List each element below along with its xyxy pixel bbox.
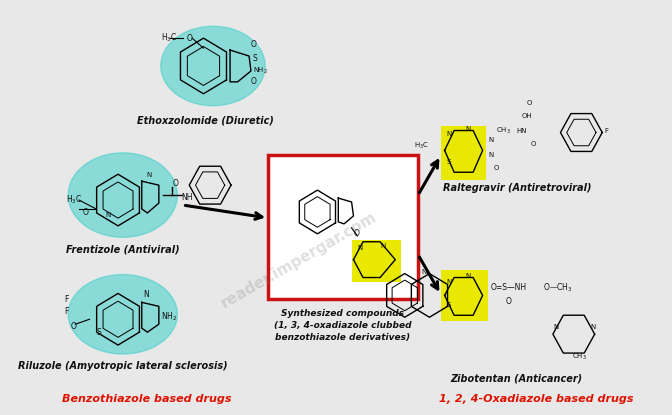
Text: O: O (172, 179, 178, 188)
Text: H$_3$C: H$_3$C (161, 32, 177, 44)
Text: Riluzole (Amyotropic lateral sclerosis): Riluzole (Amyotropic lateral sclerosis) (18, 361, 228, 371)
Text: Benzothiazole based drugs: Benzothiazole based drugs (62, 394, 231, 404)
Ellipse shape (278, 173, 372, 247)
Text: O: O (494, 165, 499, 171)
Text: Raltegravir (Antiretroviral): Raltegravir (Antiretroviral) (443, 183, 591, 193)
Text: N: N (553, 324, 558, 330)
Text: N: N (489, 137, 493, 144)
Text: N: N (358, 245, 362, 251)
Text: F: F (64, 307, 69, 316)
Text: O: O (531, 142, 536, 147)
Text: O: O (83, 208, 89, 217)
Text: OH: OH (521, 112, 532, 119)
Text: H$_3$C: H$_3$C (66, 194, 82, 206)
Text: Ethoxzolomide (Diuretic): Ethoxzolomide (Diuretic) (137, 116, 274, 126)
Text: benzothiazole derivatives): benzothiazole derivatives) (276, 333, 411, 342)
Text: N: N (466, 273, 471, 278)
Ellipse shape (68, 153, 177, 237)
Text: O—CH$_3$: O—CH$_3$ (544, 281, 573, 294)
Text: Synthesized compounds: Synthesized compounds (282, 309, 405, 318)
Text: N: N (422, 269, 427, 275)
Text: (1, 3, 4-oxadiazole clubbed: (1, 3, 4-oxadiazole clubbed (274, 321, 412, 330)
Text: O: O (186, 34, 192, 43)
Text: N: N (146, 172, 152, 178)
Text: N: N (144, 290, 149, 299)
Text: NH: NH (181, 193, 193, 202)
Text: S: S (446, 303, 451, 308)
Text: HN: HN (517, 127, 528, 134)
Text: N: N (380, 243, 385, 249)
Bar (268, 155, 418, 299)
Text: NH$_2$: NH$_2$ (161, 310, 177, 322)
Bar (441, 126, 487, 180)
Text: CH$_3$: CH$_3$ (572, 352, 587, 362)
Ellipse shape (161, 26, 265, 106)
Text: O: O (353, 229, 360, 238)
Text: N: N (446, 132, 452, 137)
Ellipse shape (68, 275, 177, 354)
Bar (351, 240, 401, 281)
Text: F: F (64, 295, 69, 304)
Text: N: N (106, 212, 111, 218)
Text: F: F (604, 127, 608, 134)
Text: O: O (505, 297, 511, 306)
Text: reader.impergar.com: reader.impergar.com (218, 209, 379, 310)
Text: Frentizole (Antiviral): Frentizole (Antiviral) (66, 245, 179, 255)
Text: O: O (526, 100, 532, 106)
Text: NH$_2$: NH$_2$ (253, 66, 268, 76)
Text: CH$_3$: CH$_3$ (496, 125, 511, 136)
Text: S: S (96, 328, 101, 337)
Text: 1, 2, 4-Oxadiazole based drugs: 1, 2, 4-Oxadiazole based drugs (439, 394, 633, 404)
Text: N: N (466, 125, 471, 132)
Text: O=S—NH: O=S—NH (490, 283, 526, 292)
Text: Zibotentan (Anticancer): Zibotentan (Anticancer) (451, 374, 583, 384)
Text: O: O (251, 77, 257, 86)
Text: O: O (71, 322, 77, 331)
Bar (441, 270, 489, 321)
Text: S: S (446, 159, 451, 165)
Text: S: S (253, 54, 257, 63)
Text: H$_3$C: H$_3$C (414, 140, 429, 151)
Text: N: N (446, 278, 452, 285)
Text: O: O (251, 39, 257, 49)
Text: N: N (489, 152, 493, 159)
Text: N: N (591, 324, 596, 330)
